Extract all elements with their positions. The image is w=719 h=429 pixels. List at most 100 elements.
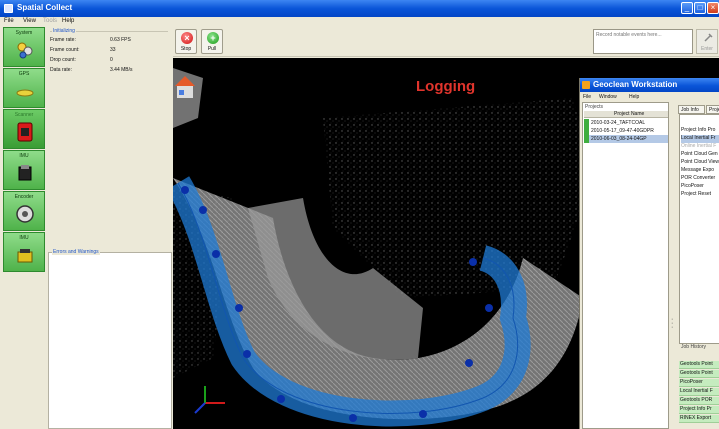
home-view-icon[interactable]: [173, 68, 203, 128]
stat-row: Frame count: 33: [50, 47, 168, 55]
menu-view[interactable]: View: [23, 18, 36, 24]
sensor-label: IMU: [19, 235, 29, 241]
history-row[interactable]: Geotools POR: [679, 397, 719, 405]
project-row[interactable]: 2010-03-24_TAFTCOAL: [584, 119, 668, 127]
projects-label: Projects: [585, 104, 604, 110]
pull-button[interactable]: + Pull: [201, 29, 223, 54]
project-status-mark: [584, 135, 589, 143]
project-status-mark: [584, 119, 589, 127]
trajectory-point: [277, 395, 285, 403]
status-area: Initializing Frame rate: 0.63 FPS Frame …: [48, 27, 172, 252]
history-row[interactable]: Geotools Point: [679, 370, 719, 378]
encoder-icon: [16, 205, 34, 223]
errors-warnings-box[interactable]: Errors and Warnings: [48, 249, 172, 429]
trajectory-point: [199, 206, 207, 214]
sensor-scanner-button[interactable]: Scanner: [3, 109, 45, 149]
history-row[interactable]: PicoPoser: [679, 379, 719, 387]
stat-value: 0: [110, 57, 113, 63]
geoclean-menu-window[interactable]: Window: [599, 94, 617, 100]
stat-key: Drop count:: [50, 57, 76, 63]
stat-value: 33: [110, 47, 116, 53]
maximize-button[interactable]: □: [694, 2, 706, 14]
job-history-label: Job History: [681, 344, 707, 350]
job-list: Project Info Pro Local Inertial Fr Onlin…: [679, 114, 719, 344]
status-group: Initializing Frame rate: 0.63 FPS Frame …: [50, 28, 168, 77]
pull-icon: +: [207, 32, 219, 44]
enter-button[interactable]: Enter: [696, 29, 718, 54]
project-name-header[interactable]: Project Name: [584, 111, 668, 118]
job-history-list: Geotools Point Geotools Point PicoPoser …: [679, 361, 719, 429]
trajectory-point: [469, 258, 477, 266]
stat-row: Drop count: 0: [50, 57, 168, 65]
projects-pane: Projects Project Name 2010-03-24_TAFTCOA…: [582, 102, 669, 429]
event-notes-input[interactable]: [593, 29, 693, 54]
project-column-label: Project Name: [614, 111, 645, 117]
enter-icon: [704, 33, 713, 42]
job-item[interactable]: POR Converter: [681, 175, 716, 181]
errors-title: Errors and Warnings: [52, 249, 100, 255]
geoclean-title: Geoclean Workstation: [593, 80, 678, 89]
project-row-selected[interactable]: 2010-06-03_08-24-04GP: [584, 135, 668, 143]
trajectory-point: [419, 410, 427, 418]
sensor-label: Scanner: [14, 112, 34, 118]
sensor-imu-button[interactable]: IMU: [3, 150, 45, 190]
project-name: 2010-05-17_09-47-40GDPR: [591, 128, 654, 134]
geoclean-menu-bar: File Window Help: [580, 92, 719, 101]
tab-project[interactable]: Project: [706, 105, 719, 114]
point-cloud-scatter: [323, 98, 593, 298]
title-bar: Spatial Collect _ □ ×: [0, 0, 719, 17]
imu2-icon: [17, 249, 33, 263]
enter-label: Enter: [701, 46, 713, 52]
geoclean-app-icon: [582, 81, 590, 89]
job-item[interactable]: Point Cloud View: [681, 159, 719, 165]
menu-tools[interactable]: Tools: [43, 18, 58, 24]
imu-icon: [18, 165, 32, 181]
system-icon: [17, 42, 33, 59]
geoclean-workstation-window: Geoclean Workstation File Window Help Pr…: [579, 78, 719, 429]
sensor-gps-button[interactable]: GPS: [3, 68, 45, 108]
trajectory-point: [181, 186, 189, 194]
close-button[interactable]: ×: [707, 2, 719, 14]
job-item[interactable]: Point Cloud Gen: [681, 151, 718, 157]
tab-job-info[interactable]: Job Info: [678, 105, 705, 114]
sensor-label: Encoder: [14, 194, 34, 200]
history-row[interactable]: Project Info Pr: [679, 406, 719, 414]
geoclean-menu-help[interactable]: Help: [629, 94, 640, 100]
menu-help[interactable]: Help: [62, 18, 75, 24]
sensor-label: IMU: [19, 153, 29, 159]
geoclean-menu-file[interactable]: File: [583, 94, 592, 100]
history-row[interactable]: Geotools Point: [679, 361, 719, 369]
trajectory-point: [235, 304, 243, 312]
sensor-system-button[interactable]: System: [3, 27, 45, 67]
project-name: 2010-03-24_TAFTCOAL: [591, 120, 646, 126]
job-tabs: Job Info Project: [678, 105, 719, 114]
sensor-imu2-button[interactable]: IMU: [3, 232, 45, 272]
stat-row: Data rate: 3.44 MB/s: [50, 67, 168, 75]
job-item[interactable]: PicoPoser: [681, 183, 704, 189]
job-item-selected[interactable]: Local Inertial Fr: [681, 135, 719, 143]
stop-label: Stop: [180, 46, 192, 52]
axes-icon: [194, 386, 225, 414]
toolbar: × Stop + Pull Enter: [173, 27, 719, 57]
history-row[interactable]: RINEX Export: [679, 415, 719, 423]
trajectory-point: [349, 414, 357, 422]
job-item[interactable]: Project Reset: [681, 191, 712, 197]
minimize-button[interactable]: _: [681, 2, 693, 14]
stat-key: Frame rate:: [50, 37, 76, 43]
stat-key: Data rate:: [50, 67, 72, 73]
stop-button[interactable]: × Stop: [175, 29, 197, 54]
job-item[interactable]: Project Info Pro: [681, 127, 716, 133]
menu-file[interactable]: File: [4, 18, 14, 24]
trajectory-point: [243, 350, 251, 358]
history-row[interactable]: Local Inertial F: [679, 388, 719, 396]
job-item-disabled[interactable]: Online Inertial F: [681, 143, 717, 149]
stat-row: Frame rate: 0.63 FPS: [50, 37, 168, 45]
project-status-mark: [584, 127, 589, 135]
job-item[interactable]: Message Expo: [681, 167, 715, 173]
project-row[interactable]: 2010-05-17_09-47-40GDPR: [584, 127, 668, 135]
pane-splitter[interactable]: · · ·: [671, 316, 674, 331]
sensor-encoder-button[interactable]: Encoder: [3, 191, 45, 231]
menu-bar: File View Tools Help: [0, 17, 719, 26]
stop-icon: ×: [181, 32, 193, 44]
